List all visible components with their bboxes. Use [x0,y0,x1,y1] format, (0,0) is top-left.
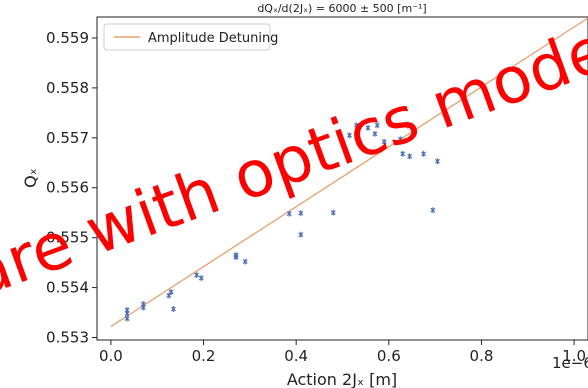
x-tick-label: 1.0 [562,347,586,365]
data-point [194,272,200,279]
data-point [233,252,239,259]
data-point [353,122,359,129]
legend-entry-amplitude-detuning: Amplitude Detuning [148,31,278,46]
data-point [397,136,403,143]
y-tick-label: 0.557 [46,129,89,147]
legend: Amplitude Detuning [103,23,278,51]
chart-title: dQₓ/d(2Jₓ) = 6000 ± 500 [m⁻¹] [257,2,426,15]
data-point [242,258,248,265]
data-point [140,301,146,308]
x-tick-label: 0.6 [377,347,401,365]
x-tick-label: 0.8 [470,347,494,365]
data-point [346,132,352,139]
x-axis-offset-label: 1e−6 [552,354,588,372]
x-tick-label: 0.4 [284,347,308,365]
legend-box [103,23,271,51]
x-axis-label: Action 2Jₓ [m] [287,370,397,388]
fit-line [110,17,588,328]
data-point [434,158,440,165]
y-tick-label: 0.554 [46,279,89,297]
y-tick-label: 0.556 [46,179,89,197]
y-tick-label: 0.553 [46,329,89,347]
data-point [298,231,304,238]
data-point [430,207,436,214]
y-tick-label: 0.555 [46,229,89,247]
y-axis: 0.553 0.554 0.555 0.556 0.557 0.558 0.559 [46,29,97,347]
data-point [198,275,204,282]
x-tick-label: 0.2 [192,347,216,365]
data-point [298,210,304,217]
data-point [168,289,174,296]
data-point [365,124,371,131]
y-tick-label: 0.559 [46,29,89,47]
x-tick-label: 0.0 [99,347,123,365]
y-tick-label: 0.558 [46,79,89,97]
data-point [400,150,406,157]
data-point [404,122,410,129]
data-points-layer [124,122,440,322]
data-point [124,307,130,314]
y-axis-label: Qₓ [21,168,40,188]
data-point [170,306,176,313]
data-point [381,138,387,145]
data-point [407,153,413,160]
data-point [372,130,378,137]
fit-line-layer [110,17,588,328]
x-axis: 0.0 0.2 0.4 0.6 0.8 1.0 [99,340,586,365]
data-point [374,122,380,129]
data-point [421,150,427,157]
data-point [330,209,336,216]
data-point [286,210,292,217]
